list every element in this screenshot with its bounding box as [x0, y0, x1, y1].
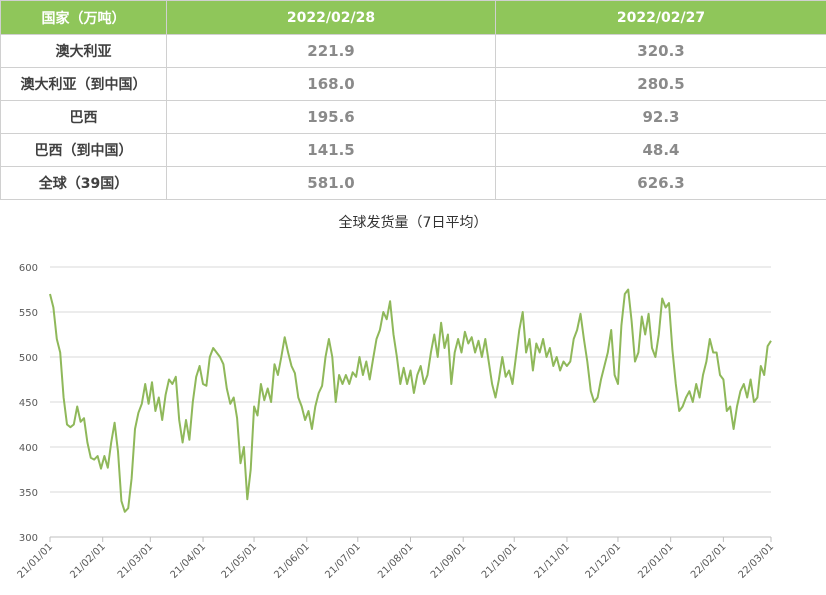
country-cell: 全球（39国） — [0, 166, 167, 200]
table-row: 全球（39国） 581.0 626.3 — [0, 166, 826, 200]
x-tick-label: 21/08/01 — [376, 541, 416, 581]
x-tick-label: 22/03/01 — [737, 541, 777, 581]
x-tick-label: 21/06/01 — [272, 541, 312, 581]
y-tick-label: 550 — [19, 308, 38, 319]
table-row: 巴西（到中国） 141.5 48.4 — [0, 133, 826, 167]
x-tick-label: 21/03/01 — [116, 541, 156, 581]
x-tick-label: 21/10/01 — [480, 541, 520, 581]
x-tick-label: 21/07/01 — [323, 541, 363, 581]
value-cell: 626.3 — [495, 166, 826, 200]
value-cell: 221.9 — [166, 34, 496, 68]
shipment-table: 国家（万吨） 2022/02/28 2022/02/27 澳大利亚 221.9 … — [0, 0, 826, 200]
value-cell: 92.3 — [495, 100, 826, 134]
x-tick-label: 22/01/01 — [636, 541, 676, 581]
series-line — [49, 288, 772, 513]
x-tick-label: 21/12/01 — [584, 541, 624, 581]
y-tick-label: 450 — [19, 398, 38, 409]
x-tick-label: 21/11/01 — [533, 541, 573, 581]
table-header-row: 国家（万吨） 2022/02/28 2022/02/27 — [0, 0, 826, 35]
header-country: 国家（万吨） — [0, 0, 167, 35]
country-cell: 巴西（到中国） — [0, 133, 167, 167]
shipment-line-chart: 全球发货量（7日平均） 300 350 400 450 500 550 600 21/01/… — [16, 214, 777, 581]
value-cell: 168.0 — [166, 67, 496, 101]
y-tick-label: 500 — [19, 353, 38, 364]
y-tick-label: 600 — [19, 263, 38, 274]
x-tick-label: 21/01/01 — [16, 541, 56, 581]
country-cell: 巴西 — [0, 100, 167, 134]
country-cell: 澳大利亚（到中国） — [0, 67, 167, 101]
header-date-2: 2022/02/27 — [495, 0, 826, 35]
header-date-1: 2022/02/28 — [166, 0, 496, 35]
value-cell: 141.5 — [166, 133, 496, 167]
x-tick-label: 21/04/01 — [169, 541, 209, 581]
chart-title: 全球发货量（7日平均） — [339, 214, 488, 231]
value-cell: 320.3 — [495, 34, 826, 68]
value-cell: 581.0 — [166, 166, 496, 200]
country-cell: 澳大利亚 — [0, 34, 167, 68]
x-tick-label: 21/02/01 — [68, 541, 108, 581]
y-tick-label: 350 — [19, 488, 38, 499]
x-tick-label: 21/05/01 — [220, 541, 260, 581]
value-cell: 48.4 — [495, 133, 826, 167]
x-tick-label: 21/09/01 — [429, 541, 469, 581]
x-tick-label: 22/02/01 — [689, 541, 729, 581]
table-row: 澳大利亚（到中国） 168.0 280.5 — [0, 67, 826, 101]
table-row: 澳大利亚 221.9 320.3 — [0, 34, 826, 68]
value-cell: 280.5 — [495, 67, 826, 101]
value-cell: 195.6 — [166, 100, 496, 134]
y-tick-label: 400 — [19, 443, 38, 454]
y-tick-label: 300 — [19, 533, 38, 544]
table-row: 巴西 195.6 92.3 — [0, 100, 826, 134]
